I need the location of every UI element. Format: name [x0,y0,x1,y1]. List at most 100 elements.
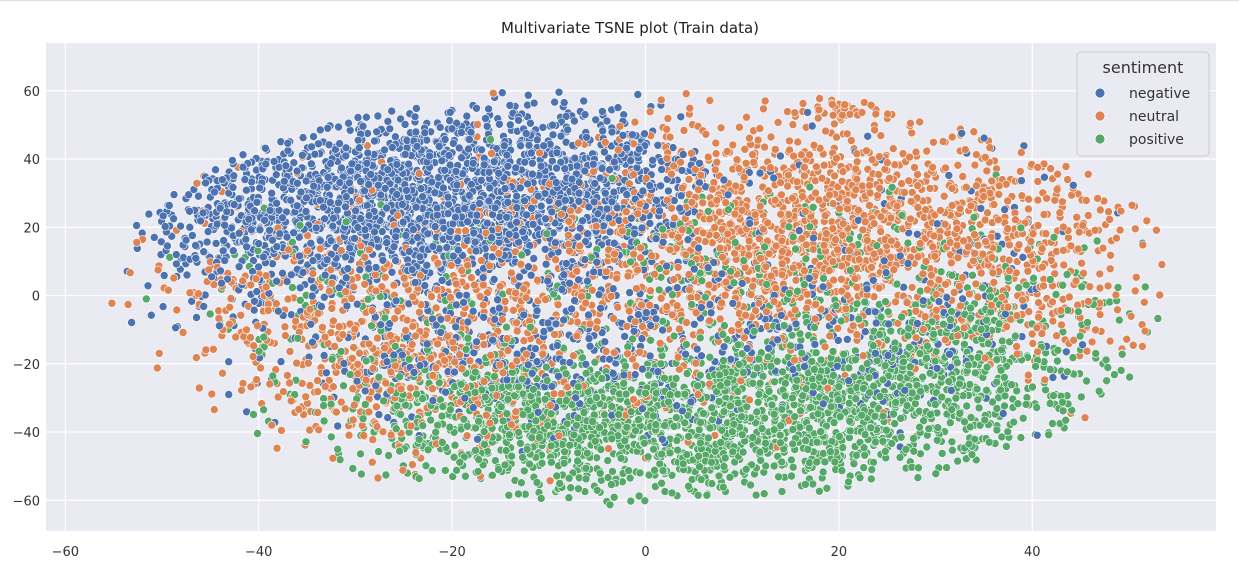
scatter-point-negative [383,413,393,422]
scatter-point-negative [755,168,765,178]
scatter-point-negative [567,304,576,314]
scatter-point-negative [307,142,316,152]
scatter-point-neutral [843,204,852,214]
scatter-point-neutral [1103,281,1113,291]
scatter-point-neutral [764,186,773,195]
scatter-point-positive [720,321,729,330]
scatter-point-negative [529,254,539,263]
scatter-point-negative [337,163,346,173]
scatter-point-neutral [107,298,117,308]
scatter-point-neutral [972,150,981,159]
scatter-point-neutral [900,188,909,197]
scatter-point-negative [353,113,363,122]
scatter-point-neutral [1095,269,1105,279]
scatter-point-neutral [852,149,862,158]
scatter-point-negative [387,106,397,116]
scatter-point-neutral [1080,413,1090,423]
scatter-point-negative [396,114,405,124]
scatter-point-positive [866,474,876,484]
scatter-point-neutral [349,343,358,352]
scatter-point-negative [289,158,299,167]
scatter-point-negative [127,318,136,327]
scatter-point-negative [1040,172,1049,182]
scatter-point-positive [339,381,348,391]
scatter-point-neutral [201,345,211,355]
scatter-point-neutral [511,288,520,298]
scatter-point-neutral [646,286,655,296]
scatter-point-neutral [252,375,261,384]
scatter-point-neutral [760,142,769,152]
scatter-point-negative [322,368,331,378]
scatter-point-negative [343,264,353,273]
scatter-point-positive [1003,273,1013,283]
scatter-point-negative [620,332,629,341]
scatter-point-neutral [1106,251,1115,260]
scatter-point-neutral [783,181,792,191]
scatter-point-negative [171,323,180,333]
scatter-point-neutral [852,157,862,167]
scatter-point-negative [323,124,333,133]
scatter-point-positive [997,336,1007,346]
scatter-point-negative [523,90,533,100]
scatter-point-positive [953,456,962,466]
scatter-point-positive [566,483,576,493]
scatter-point-neutral [1122,334,1131,344]
scatter-point-neutral [1024,194,1033,204]
scatter-point-neutral [1067,190,1076,200]
scatter-point-positive [710,446,720,456]
scatter-point-negative [1018,252,1028,262]
scatter-point-neutral [1028,339,1038,348]
scatter-point-neutral [790,108,800,117]
scatter-point-positive [519,466,529,476]
scatter-point-neutral [766,132,776,142]
scatter-point-negative [541,259,551,269]
scatter-point-positive [504,490,514,500]
scatter-point-positive [992,425,1002,435]
scatter-point-positive [974,403,984,413]
top-border-line [0,0,1239,1]
scatter-point-neutral [172,305,182,315]
scatter-point-positive [913,473,923,482]
scatter-point-neutral [827,100,837,109]
scatter-point-positive [335,455,345,465]
scatter-point-neutral [280,322,290,332]
scatter-point-neutral [381,378,391,388]
scatter-point-neutral [214,306,223,316]
scatter-point-negative [505,120,515,130]
scatter-point-neutral [226,294,236,303]
scatter-point-positive [564,493,574,503]
scatter-point-positive [660,487,670,496]
scatter-point-negative [445,116,454,125]
scatter-point-neutral [389,280,399,290]
scatter-point-positive [1058,406,1068,416]
scatter-point-neutral [271,299,281,308]
scatter-point-positive [253,429,262,438]
scatter-points [107,87,1167,510]
scatter-point-neutral [946,258,956,268]
scatter-point-negative [723,190,733,200]
scatter-point-neutral [476,256,486,265]
scatter-point-neutral [744,236,754,246]
scatter-point-positive [669,331,679,341]
scatter-point-neutral [1033,195,1043,205]
scatter-point-positive [461,471,470,481]
scatter-point-neutral [431,303,441,313]
scatter-point-neutral [1061,162,1071,171]
scatter-point-negative [182,270,192,280]
scatter-point-neutral [665,245,675,255]
scatter-point-negative [482,122,492,131]
chart-title: Multivariate TSNE plot (Train data) [501,19,759,37]
scatter-point-positive [852,450,861,460]
scatter-point-neutral [760,96,770,106]
scatter-point-neutral [1050,269,1059,279]
scatter-point-neutral [685,103,695,113]
scatter-point-neutral [1157,260,1167,269]
scatter-point-neutral [630,117,640,127]
scatter-point-neutral [876,131,886,140]
scatter-point-negative [559,98,569,107]
scatter-point-neutral [238,379,248,388]
scatter-point-neutral [891,297,900,307]
scatter-point-negative [306,159,316,169]
scatter-point-neutral [1003,196,1012,206]
scatter-point-negative [863,132,873,141]
